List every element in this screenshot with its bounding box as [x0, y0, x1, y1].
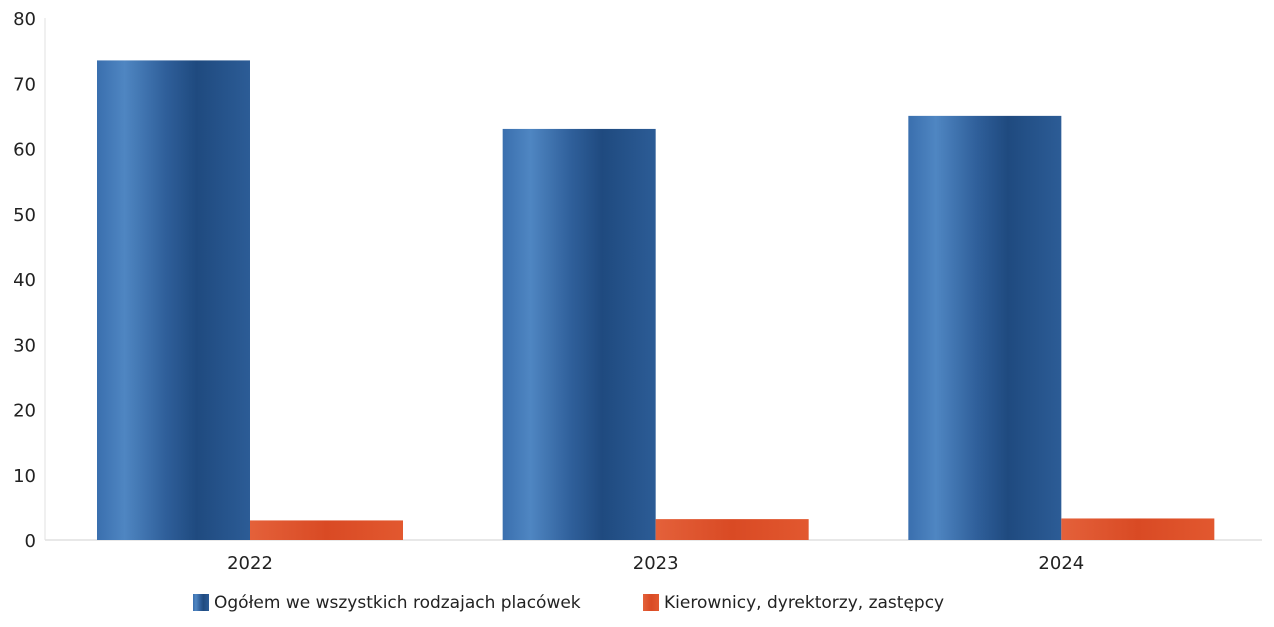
bar-managers-2023 — [655, 519, 809, 540]
x-tick-label: 2024 — [1038, 553, 1084, 574]
y-tick-label: 30 — [13, 335, 36, 356]
bar-total-2023 — [502, 128, 656, 541]
legend-label-managers: Kierownicy, dyrektorzy, zastępcy — [664, 593, 944, 613]
legend-swatch-total — [193, 594, 209, 611]
x-tick-label: 2023 — [633, 553, 679, 574]
y-tick-label: 40 — [13, 270, 36, 291]
legend: Ogółem we wszystkich rodzajach placówek K… — [193, 593, 944, 613]
y-tick-label: 70 — [13, 74, 36, 95]
bar-managers-2022 — [250, 520, 403, 540]
x-tick-label: 2022 — [227, 553, 273, 574]
x-axis: 2022 2023 2024 — [227, 553, 1084, 574]
y-axis: 0 10 20 30 40 50 60 70 80 — [13, 9, 36, 552]
bar-managers-2024 — [1061, 518, 1215, 540]
y-tick-label: 50 — [13, 205, 36, 226]
legend-swatch-managers — [643, 594, 659, 611]
bar-total-2022 — [97, 60, 250, 540]
y-tick-label: 80 — [13, 9, 36, 30]
y-tick-label: 60 — [13, 140, 36, 161]
y-tick-label: 20 — [13, 401, 36, 422]
bar-total-2024 — [908, 115, 1062, 540]
y-tick-label: 0 — [25, 531, 36, 552]
y-tick-label: 10 — [13, 466, 36, 487]
bars — [97, 60, 1215, 541]
legend-label-total: Ogółem we wszystkich rodzajach placówek — [214, 593, 581, 613]
